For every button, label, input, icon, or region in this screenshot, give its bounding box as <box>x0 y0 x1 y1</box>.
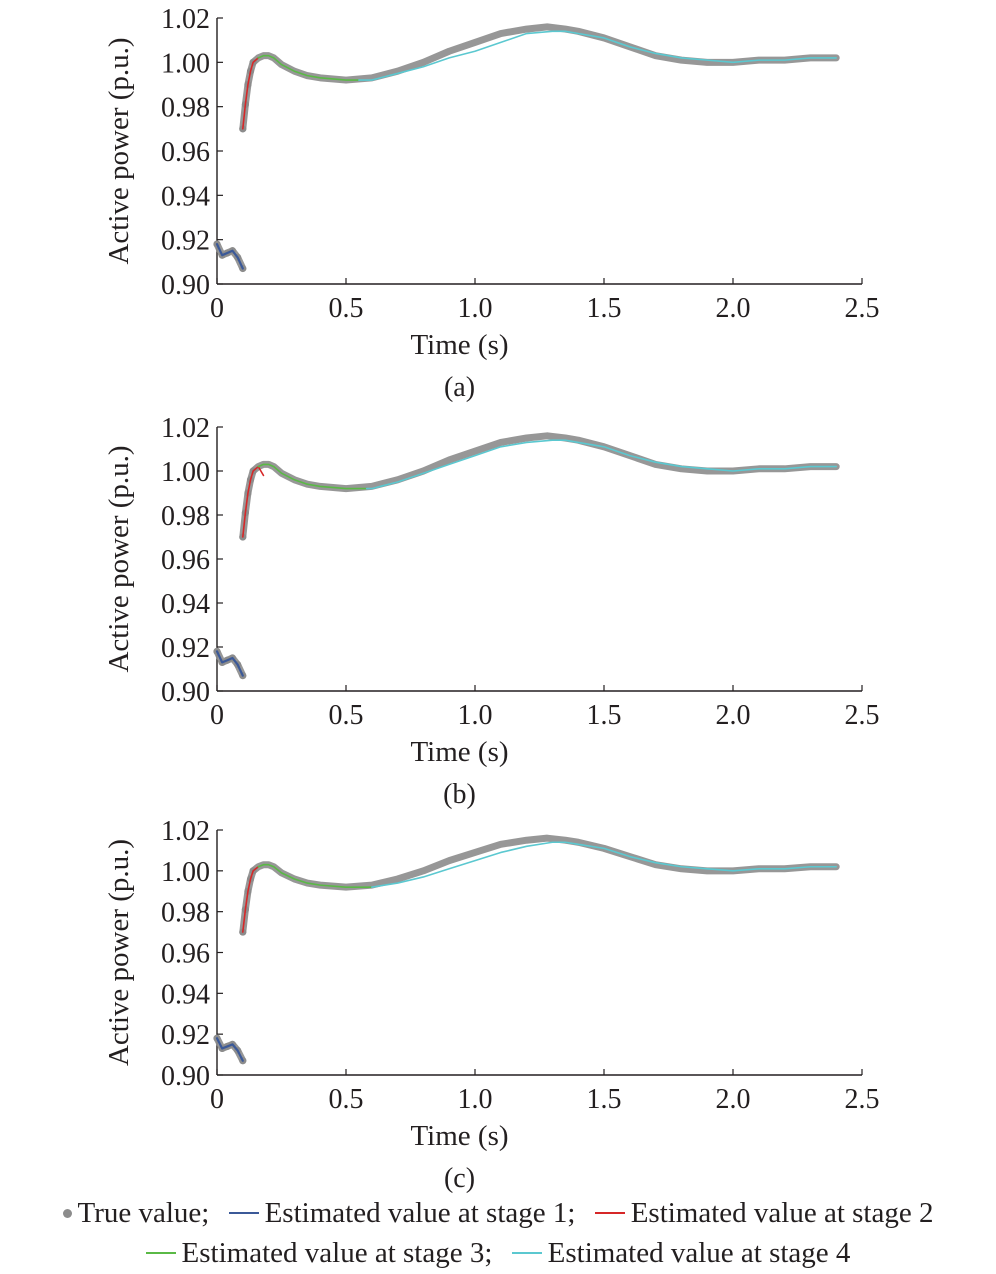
stage-2-line-icon <box>594 1212 625 1215</box>
chart-panel-1: 0 0.5 1.0 1.5 2.0 2.5 0.90 0.92 0.94 0.96 0.98 1.00… <box>103 4 880 403</box>
x-tick-label: 0 <box>210 293 224 324</box>
legend-item-stage-2: Estimated value at stage 2 <box>594 1195 934 1230</box>
legend-row-2: Estimated value at stage 3; Estimated va… <box>0 1234 996 1270</box>
series-line-estimated-value-at-stage-3 <box>257 463 368 490</box>
x-tick-label: 2.0 <box>716 1084 751 1115</box>
series-line-estimated-value-at-stage-2 <box>242 57 260 130</box>
x-tick-label: 2.5 <box>845 1084 880 1115</box>
series-line-estimated-value-at-stage-2 <box>242 865 260 933</box>
x-tick-label: 0.5 <box>329 1084 364 1115</box>
x-tick-label: 1.0 <box>458 1084 493 1115</box>
panel-label: (b) <box>443 779 476 810</box>
x-axis-title: Time (s) <box>410 329 508 361</box>
stage-4-line-icon <box>511 1252 542 1255</box>
legend-label: Estimated value at stage 4 <box>547 1236 851 1269</box>
y-tick-label: 0.98 <box>161 501 210 532</box>
chart-panel-2: 0 0.5 1.0 1.5 2.0 2.5 0.90 0.92 0.94 0.96 0.98 1.00… <box>103 413 880 810</box>
y-tick-label: 0.94 <box>161 979 210 1010</box>
y-tick-label: 0.96 <box>161 545 210 576</box>
panel-label: (c) <box>444 1163 475 1194</box>
y-tick-label: 1.00 <box>161 457 210 488</box>
chart-panel-3: 0 0.5 1.0 1.5 2.0 2.5 0.90 0.92 0.94 0.96 0.98 1.00… <box>103 816 880 1194</box>
y-tick-label: 0.90 <box>161 270 210 301</box>
x-tick-label: 2.0 <box>716 293 751 324</box>
y-tick-label: 0.94 <box>161 589 210 620</box>
series-line-estimated-value-at-stage-3 <box>257 54 360 81</box>
true-value-band <box>239 834 840 936</box>
y-tick-label: 1.00 <box>161 48 210 79</box>
y-tick-label: 0.96 <box>161 137 210 168</box>
legend-label: Estimated value at stage 2 <box>630 1196 934 1229</box>
x-tick-label: 0 <box>210 700 224 731</box>
y-tick-label: 0.98 <box>161 93 210 124</box>
legend-label: Estimated value at stage 3; <box>181 1236 493 1269</box>
x-tick-label: 1.0 <box>458 293 493 324</box>
legend-label: Estimated value at stage 1; <box>264 1196 576 1229</box>
legend-item-stage-4: Estimated value at stage 4 <box>511 1235 851 1270</box>
x-tick-label: 2.0 <box>716 700 751 731</box>
series-line-estimated-value-at-stage-1 <box>215 650 244 677</box>
x-tick-label: 1.5 <box>587 1084 622 1115</box>
legend-item-stage-1: Estimated value at stage 1; <box>228 1195 576 1230</box>
y-tick-label: 0.92 <box>161 1020 210 1051</box>
x-tick-label: 2.5 <box>845 700 880 731</box>
series-line-estimated-value-at-stage-1 <box>215 243 244 270</box>
x-axis-title: Time (s) <box>410 1120 508 1152</box>
y-axis-title: Active power (p.u.) <box>103 839 135 1066</box>
panel-label: (a) <box>444 372 475 403</box>
y-axis-title: Active power (p.u.) <box>103 445 135 672</box>
true-value-band <box>239 432 840 541</box>
stage-1-line-icon <box>228 1212 259 1215</box>
series-line-estimated-value-at-stage-3 <box>257 863 373 888</box>
y-tick-label: 0.98 <box>161 898 210 929</box>
true-value-dot-icon <box>62 1208 72 1218</box>
legend-row-1: True value; Estimated value at stage 1; … <box>0 1194 996 1230</box>
series-line-estimated-value-at-stage-4 <box>370 841 838 888</box>
x-tick-label: 0.5 <box>329 293 364 324</box>
legend-item-stage-3: Estimated value at stage 3; <box>145 1235 493 1270</box>
legend-item-true-value: True value; <box>62 1195 210 1230</box>
series-line-estimated-value-at-stage-1 <box>215 1037 244 1062</box>
y-tick-label: 0.94 <box>161 181 210 212</box>
y-tick-label: 1.02 <box>161 413 210 444</box>
legend-label: True value; <box>77 1196 210 1229</box>
x-tick-label: 1.5 <box>587 293 622 324</box>
y-tick-label: 0.96 <box>161 939 210 970</box>
series-line-estimated-value-at-stage-4 <box>358 30 838 81</box>
y-tick-label: 1.02 <box>161 816 210 847</box>
y-tick-label: 1.02 <box>161 4 210 35</box>
x-tick-label: 1.5 <box>587 700 622 731</box>
x-tick-label: 0.5 <box>329 700 364 731</box>
series-line-estimated-value-at-stage-4 <box>365 439 838 490</box>
x-tick-label: 1.0 <box>458 700 493 731</box>
y-tick-label: 0.90 <box>161 677 210 708</box>
x-tick-label: 2.5 <box>845 293 880 324</box>
x-tick-label: 0 <box>210 1084 224 1115</box>
y-tick-label: 1.00 <box>161 857 210 888</box>
stage-3-line-icon <box>145 1252 176 1255</box>
y-tick-label: 0.92 <box>161 633 210 664</box>
y-axis-title: Active power (p.u.) <box>103 37 135 264</box>
y-tick-label: 0.90 <box>161 1061 210 1092</box>
x-axis-title: Time (s) <box>410 736 508 768</box>
true-value-band <box>239 23 840 133</box>
y-tick-label: 0.92 <box>161 226 210 257</box>
